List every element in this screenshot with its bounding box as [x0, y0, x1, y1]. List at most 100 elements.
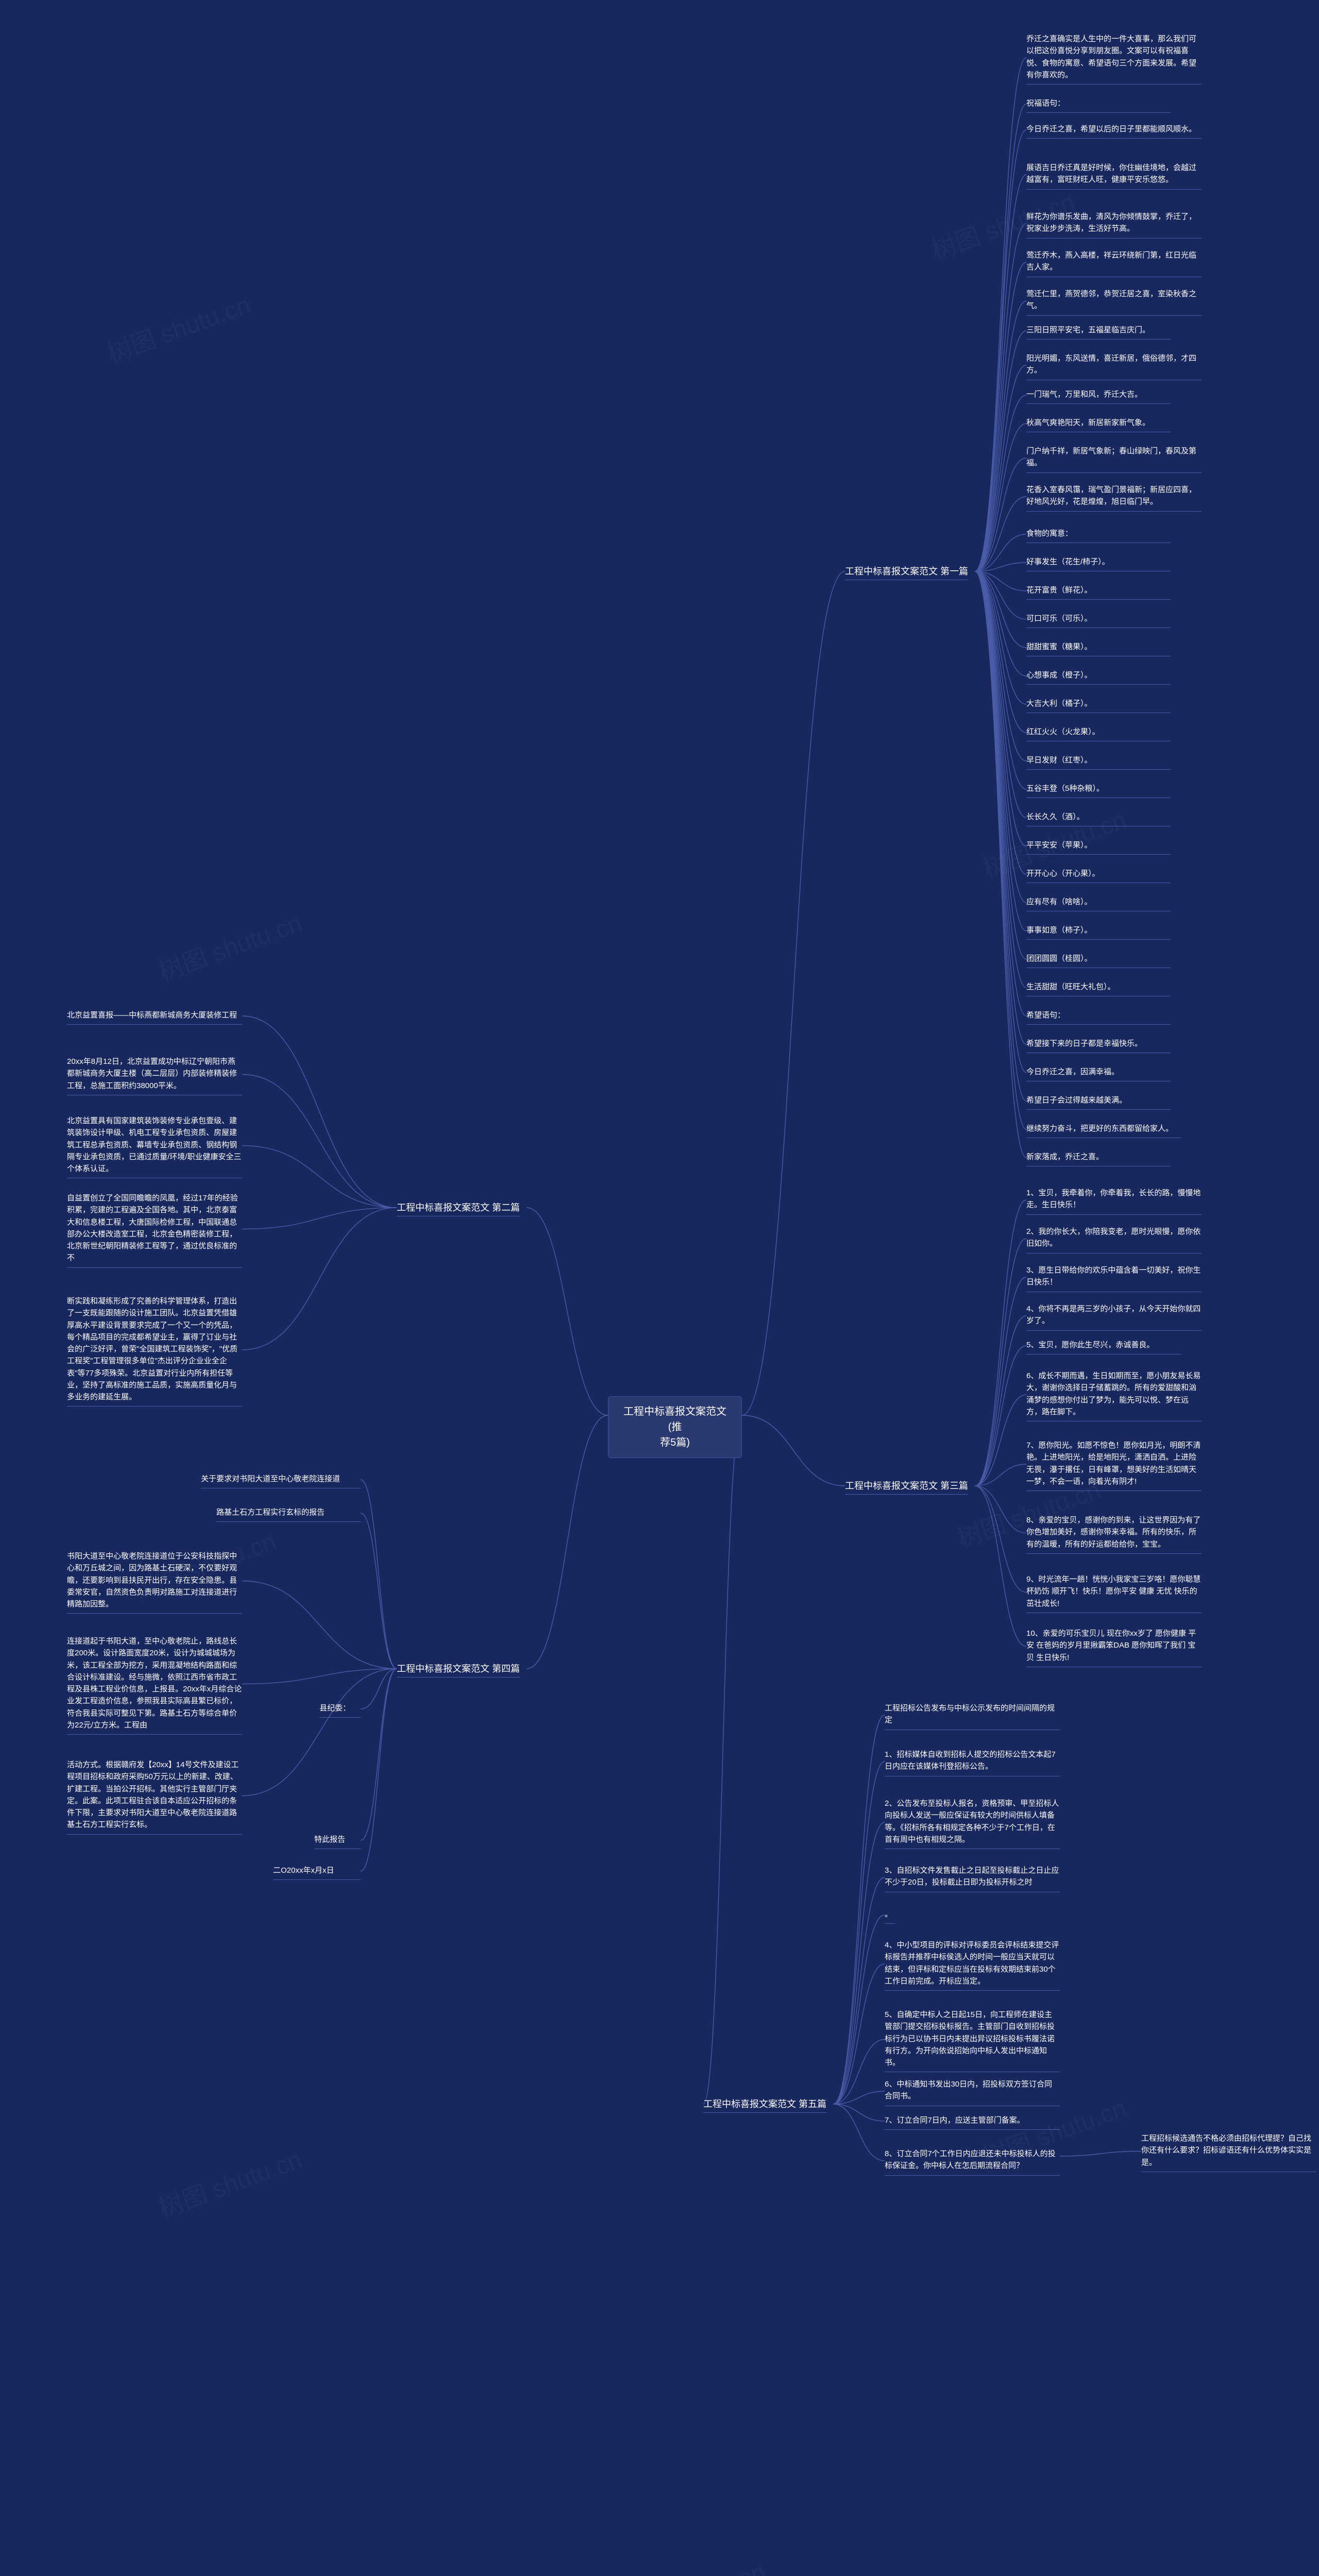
leaf-node: 二O20xx年x月x日	[273, 1862, 361, 1880]
leaf-text: 1、招标媒体自收到招标人提交的招标公告文本起7日内应在该媒体刊登招标公告。	[885, 1750, 1056, 1771]
leaf-text: 心想事成（橙子）。	[1026, 671, 1092, 680]
leaf-node: 一门瑞气，万里和风，乔迁大吉。	[1026, 386, 1171, 404]
leaf-text: 工程招标公告发布与中标公示发布的时间间隔的规定	[885, 1704, 1055, 1724]
leaf-node: 1、宝贝，我牵着你，你牵着我，长长的路，慢慢地走。生日快乐！	[1026, 1185, 1202, 1215]
leaf-text: 希望日子会过得越来越美满。	[1026, 1096, 1127, 1105]
leaf-node: 希望日子会过得越来越美满。	[1026, 1092, 1171, 1110]
leaf-text: 7、订立合同7日内，应送主管部门备案。	[885, 2116, 1025, 2125]
leaf-text: 继续努力奋斗，把更好的东西都留给家人。	[1026, 1124, 1173, 1133]
leaf-text: 莺迁乔木，燕入高楼，祥云环绕新门第，红日光临吉人家。	[1026, 251, 1196, 272]
leaf-text: 断实践和凝练形成了究善的科学管理体系，打造出了一支既能跟随的设计施工团队。北京益…	[67, 1297, 238, 1401]
leaf-node: 5、自确定中标人之日起15日，向工程师在建设主管部门提交招标投标报告。主管部门自…	[885, 2007, 1060, 2072]
leaf-text: 工程招标候选通告不格必须由招标代理提？自己找你还有什么要求？招标谚语还有什么优势…	[1141, 2134, 1311, 2167]
leaf-text: 5、宝贝，愿你此生尽兴，赤诚善良。	[1026, 1341, 1154, 1349]
leaf-text: 5、自确定中标人之日起15日，向工程师在建设主管部门提交招标投标报告。主管部门自…	[885, 2010, 1055, 2067]
leaf-text: 甜甜蜜蜜（糖果）。	[1026, 642, 1092, 651]
leaf-node: 7、订立合同7日内，应送主管部门备案。	[885, 2112, 1060, 2130]
leaf-node: 。	[885, 1906, 895, 1924]
branch-label: 工程中标喜报文案范文 第一篇	[845, 566, 968, 577]
leaf-node: 大吉大利（橘子）。	[1026, 696, 1171, 713]
leaf-node: 4、中小型项目的评标对评标委员会评标结束提交评标报告并推荐中标侯选人的时间一般应…	[885, 1937, 1060, 1991]
leaf-text: 自益置创立了全国同瞻瞻的凤凰，经过17年的经验积累，完建的工程遍及全国各地。其中…	[67, 1194, 238, 1262]
leaf-node: 甜甜蜜蜜（糖果）。	[1026, 639, 1171, 656]
leaf-node: 秋高气爽艳阳天，新居新家新气象。	[1026, 415, 1171, 432]
leaf-text: 9、时光流年一趟！恍恍小我家宝三岁咯！愿你聪慧杯奶饬 顺开飞！快乐！愿你平安 健…	[1026, 1575, 1200, 1608]
leaf-node: 7、愿你阳光。如愿不惊色！愿你如月光，明朗不清艳。上进地阳光，给是地阳光，潇洒自…	[1026, 1437, 1202, 1491]
leaf-node: 关于要求对书阳大道至中心敬老院连接道	[201, 1471, 361, 1488]
branch-label: 工程中标喜报文案范文 第四篇	[397, 1664, 520, 1674]
branch-node: 工程中标喜报文案范文 第四篇	[397, 1662, 520, 1677]
leaf-text: 长长久久（酒）。	[1026, 812, 1085, 821]
leaf-text: 红红火火（火龙果）。	[1026, 727, 1100, 736]
leaf-text: 三阳日照平安宅，五福星临吉庆门。	[1026, 326, 1150, 334]
leaf-node: 自益置创立了全国同瞻瞻的凤凰，经过17年的经验积累，完建的工程遍及全国各地。其中…	[67, 1190, 242, 1268]
leaf-node: 连接道起于书阳大道，至中心敬老院止，路线总长度200米。设计路面宽度20米，设计…	[67, 1633, 242, 1735]
leaf-text: 3、愿生日带给你的欢乐中蕴含着一切美好，祝你生日快乐！	[1026, 1266, 1200, 1286]
leaf-text: 1、宝贝，我牵着你，你牵着我，长长的路，慢慢地走。生日快乐！	[1026, 1189, 1200, 1209]
leaf-node: 断实践和凝练形成了究善的科学管理体系，打造出了一支既能跟随的设计施工团队。北京益…	[67, 1293, 242, 1406]
leaf-node: 1、招标媒体自收到招标人提交的招标公告文本起7日内应在该媒体刊登招标公告。	[885, 1747, 1060, 1776]
leaf-text: 2、公告发布至投标人报名，资格预审、甲至招标人向投标人发送一般应保证有较大的时间…	[885, 1799, 1059, 1844]
leaf-node: 平平安安（苹果）。	[1026, 837, 1171, 855]
leaf-text: 8、订立合同7个工作日内应退还未中标投标人的投标保证金。你中标人在怎后期流程合同…	[885, 2149, 1056, 2170]
leaf-text: 可口可乐（可乐）。	[1026, 614, 1092, 623]
leaf-text: 乔迁之喜确实是人生中的一件大喜事，那么我们可以把这份喜悦分享到朋友圈。文案可以有…	[1026, 35, 1196, 79]
leaf-text: 6、成长不期而遇，生日如期而至，愿小朋友易长易大，谢谢你选择日子储蓄跳的。所有的…	[1026, 1371, 1200, 1416]
leaf-node: 特此报告	[314, 1832, 361, 1849]
leaf-node: 好事发生（花生/柿子）。	[1026, 554, 1171, 571]
leaf-node: 6、中标通知书发出30日内，招投标双方签订合同合同书。	[885, 2076, 1060, 2106]
leaf-node: 5、宝贝，愿你此生尽兴，赤诚善良。	[1026, 1337, 1181, 1354]
leaf-node: 红红火火（火龙果）。	[1026, 724, 1171, 741]
leaf-node: 五谷丰登（5种杂粮）。	[1026, 781, 1171, 798]
branch-node: 工程中标喜报文案范文 第二篇	[397, 1200, 520, 1216]
leaf-text: 3、自招标文件发售截止之日起至投标截止之日止应不少于20日，投标截止日即为投标开…	[885, 1866, 1059, 1887]
branch-node: 工程中标喜报文案范文 第五篇	[703, 2097, 826, 2113]
leaf-text: 五谷丰登（5种杂粮）。	[1026, 784, 1104, 793]
leaf-node: 可口可乐（可乐）。	[1026, 611, 1171, 628]
watermark: 树图 shutu.cn	[153, 903, 306, 988]
leaf-node: 花香入室春风霭，瑞气盈门景福新；新居应四喜，好地风光好，花是煌煌，旭日临门早。	[1026, 482, 1202, 512]
leaf-node: 20xx年8月12日，北京益置成功中标辽宁朝阳市燕都新城商务大厦主楼（高二层层）…	[67, 1054, 242, 1095]
leaf-text: 路基土石方工程实行玄标的报告	[216, 1508, 325, 1517]
leaf-node: 9、时光流年一趟！恍恍小我家宝三岁咯！愿你聪慧杯奶饬 顺开飞！快乐！愿你平安 健…	[1026, 1571, 1202, 1613]
watermark: 树图 shutu.cn	[617, 2551, 770, 2576]
leaf-node: 莺迁乔木，燕入高楼，祥云环绕新门第，红日光临吉人家。	[1026, 247, 1202, 277]
leaf-node: 2、我的你长大，你陪我变老，愿时光眼慢，愿你依旧如你。	[1026, 1224, 1202, 1253]
leaf-text: 团团圆圆（桂圆）。	[1026, 954, 1092, 963]
leaf-node: 工程招标候选通告不格必须由招标代理提？自己找你还有什么要求？招标谚语还有什么优势…	[1141, 2130, 1316, 2172]
leaf-text: 7、愿你阳光。如愿不惊色！愿你如月光，明朗不清艳。上进地阳光，给是地阳光，潇洒自…	[1026, 1441, 1200, 1486]
leaf-text: 好事发生（花生/柿子）。	[1026, 557, 1110, 566]
leaf-text: 今日乔迁之喜，因满幸福。	[1026, 1067, 1119, 1076]
leaf-text: 新家落成，乔迁之喜。	[1026, 1153, 1104, 1161]
leaf-node: 鲜花为你谱乐发曲，清风为你倾情鼓掌，乔迁了，祝家业步步洗涛，生活好节高。	[1026, 209, 1202, 239]
leaf-text: 2、我的你长大，你陪我变老，愿时光眼慢，愿你依旧如你。	[1026, 1227, 1200, 1248]
leaf-node: 希望语句：	[1026, 1007, 1171, 1025]
center-node: 工程中标喜报文案范文(推荐5篇)	[608, 1396, 742, 1458]
leaf-node: 长长久久（酒）。	[1026, 809, 1171, 826]
leaf-text: 县纪委：	[319, 1704, 350, 1713]
leaf-node: 路基土石方工程实行玄标的报告	[216, 1504, 361, 1522]
leaf-text: 4、你将不再是两三岁的小孩子，从今天开始你就四岁了。	[1026, 1304, 1200, 1325]
leaf-node: 乔迁之喜确实是人生中的一件大喜事，那么我们可以把这份喜悦分享到朋友圈。文案可以有…	[1026, 31, 1202, 84]
leaf-text: 10、亲爱的可乐宝贝儿 现在你xx岁了 愿你健康 平安 在爸妈的岁月里揪霸笨DA…	[1026, 1629, 1196, 1662]
leaf-text: 展语吉日乔迁真是好时候，你住幽佳境地，会越过越富有，富旺财旺人旺，健康平安乐悠悠…	[1026, 163, 1196, 184]
leaf-node: 门户纳千祥，新居气象新；春山绿映门，春风及第福。	[1026, 443, 1202, 473]
leaf-node: 书阳大道至中心敬老院连接道位于公安科技指探中心和万丘城之间，因为路基土石硬深，不…	[67, 1548, 242, 1614]
leaf-node: 事事如意（柿子）。	[1026, 922, 1171, 940]
leaf-node: 4、你将不再是两三岁的小孩子，从今天开始你就四岁了。	[1026, 1301, 1202, 1331]
branch-node: 工程中标喜报文案范文 第三篇	[845, 1479, 968, 1495]
leaf-node: 县纪委：	[319, 1700, 361, 1718]
leaf-text: 活动方式。根据赣府发【20xx】14号文件及建设工程项目招标和政府采购50万元以…	[67, 1760, 239, 1829]
leaf-node: 活动方式。根据赣府发【20xx】14号文件及建设工程项目招标和政府采购50万元以…	[67, 1757, 242, 1835]
leaf-node: 应有尽有（啥啥）。	[1026, 894, 1171, 911]
leaf-text: 8、亲爱的宝贝，感谢你的到来，让这世界因为有了你色增加美好，感谢你带来幸福。所有…	[1026, 1516, 1200, 1549]
leaf-text: 4、中小型项目的评标对评标委员会评标结束提交评标报告并推荐中标侯选人的时间一般应…	[885, 1941, 1059, 1986]
watermark: 树图 shutu.cn	[153, 2139, 306, 2224]
leaf-text: 关于要求对书阳大道至中心敬老院连接道	[201, 1475, 340, 1483]
leaf-node: 3、愿生日带给你的欢乐中蕴含着一切美好，祝你生日快乐！	[1026, 1262, 1202, 1292]
leaf-text: 平平安安（苹果）。	[1026, 841, 1092, 850]
leaf-text: 阳光明媚，东风送情，喜迁新居，俄俗德邻，才四方。	[1026, 354, 1196, 375]
leaf-text: 事事如意（柿子）。	[1026, 926, 1092, 935]
leaf-node: 8、订立合同7个工作日内应退还未中标投标人的投标保证金。你中标人在怎后期流程合同…	[885, 2146, 1060, 2176]
leaf-text: 花开富贵（鲜花）。	[1026, 586, 1092, 595]
